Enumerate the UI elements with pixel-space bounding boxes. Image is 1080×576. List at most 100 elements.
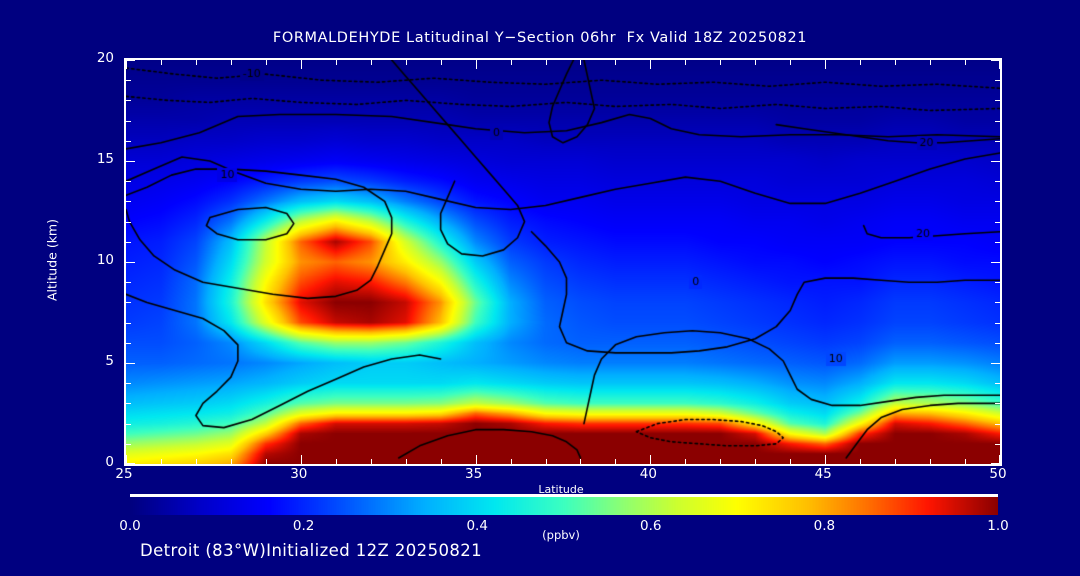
colorbar-tick-label: 0.2 [292,518,315,534]
y-tick [995,140,1000,142]
heatmap-canvas [126,60,1000,464]
y-tick [126,181,131,183]
x-tick [860,459,862,464]
x-tick-label: 30 [290,466,308,482]
colorbar-tick-label: 1.0 [987,518,1009,534]
x-tick [510,459,512,464]
x-tick [335,459,337,464]
x-tick [999,60,1000,69]
y-tick-label: 5 [105,353,114,369]
x-tick [370,459,372,464]
y-tick [126,302,131,304]
x-tick [615,60,617,65]
x-tick [335,60,337,65]
y-tick-label: 0 [105,454,114,470]
y-tick [995,423,1000,425]
y-tick [995,201,1000,203]
x-tick [195,60,197,65]
y-tick [126,60,135,61]
x-tick-label: 45 [814,466,832,482]
x-tick [580,60,582,65]
y-tick [126,363,135,364]
x-tick [265,459,267,464]
x-tick [825,455,827,464]
y-axis-title: Altitude (km) [44,219,60,301]
x-tick-label: 50 [989,466,1007,482]
x-tick [685,459,687,464]
x-tick [265,60,267,65]
x-tick [650,455,652,464]
x-tick [195,459,197,464]
y-tick [126,241,131,243]
y-tick [995,100,1000,102]
y-tick [995,403,1000,405]
x-tick [895,60,897,65]
colorbar-units-label: (ppbv) [542,528,580,542]
x-tick [790,60,792,65]
x-tick [405,60,407,65]
x-tick [930,459,932,464]
y-tick [995,383,1000,385]
y-tick [126,140,131,142]
y-tick [995,181,1000,183]
y-tick [126,201,131,203]
x-tick [965,459,967,464]
y-tick [126,403,131,405]
x-tick [230,459,232,464]
x-tick [650,60,652,69]
x-tick [440,459,442,464]
x-tick [475,455,477,464]
figure-footer: Detroit (83°W)Initialized 12Z 20250821 [140,541,483,560]
y-tick [126,80,131,82]
y-tick [126,342,131,344]
x-tick [405,459,407,464]
x-tick [755,60,757,65]
y-tick [995,302,1000,304]
x-tick [300,455,302,464]
y-tick [995,241,1000,243]
x-tick [300,60,302,69]
y-tick [126,423,131,425]
x-tick [370,60,372,65]
y-tick-label: 20 [96,50,114,66]
x-tick [440,60,442,65]
y-tick [995,120,1000,122]
x-tick [510,60,512,65]
colorbar [130,494,998,515]
x-tick-label: 35 [465,466,483,482]
x-tick [720,459,722,464]
y-tick-label: 10 [96,252,114,268]
colorbar-tick-label: 0.6 [640,518,662,534]
x-tick-label: 25 [115,466,133,482]
y-tick [995,322,1000,324]
colorbar-tick-label: 0.8 [813,518,836,534]
y-tick [995,443,1000,445]
y-tick [126,463,135,464]
x-tick-label: 40 [639,466,657,482]
x-tick [825,60,827,69]
x-tick [160,459,162,464]
x-tick [126,455,127,464]
y-tick [126,120,131,122]
y-tick [126,221,131,223]
x-tick [860,60,862,65]
y-tick [126,100,131,102]
colorbar-tick-label: 0.0 [119,518,141,534]
x-axis-title: Latitude [538,483,584,496]
x-tick [545,459,547,464]
x-tick [720,60,722,65]
x-tick [160,60,162,65]
x-tick [965,60,967,65]
y-tick [126,383,131,385]
y-tick-label: 15 [96,151,114,167]
y-tick [126,322,131,324]
x-tick [545,60,547,65]
colorbar-gradient [130,497,998,515]
x-tick [580,459,582,464]
y-tick [991,463,1000,464]
y-tick [995,221,1000,223]
colorbar-tick-label: 0.4 [466,518,488,534]
y-tick [991,161,1000,162]
x-tick [930,60,932,65]
